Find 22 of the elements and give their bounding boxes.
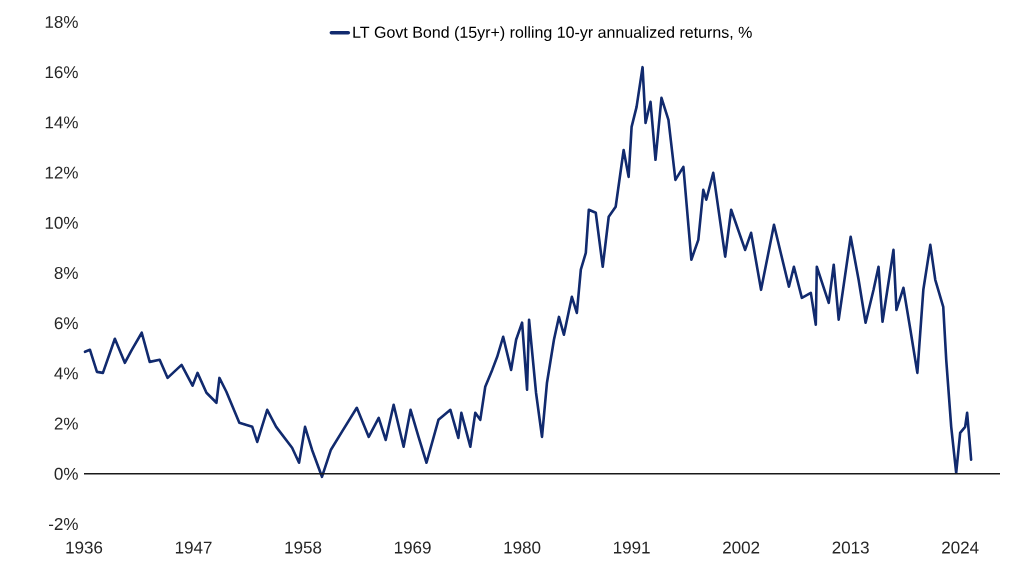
x-tick-label: 2024 [942,541,979,554]
x-tick-label: 1980 [504,541,541,554]
x-tick-label: 1991 [613,541,650,554]
y-tick-label: 16% [45,66,78,79]
y-tick-label: 14% [45,116,78,129]
y-tick-label: 8% [54,266,78,280]
line-series [83,65,973,479]
y-tick-label: -2% [49,518,78,530]
x-tick-label: 2002 [723,541,760,554]
x-tick-label: 1947 [175,541,212,554]
x-tick-label: 1969 [394,541,431,554]
y-tick-label: 18% [45,15,78,29]
y-tick-label: 12% [45,166,78,179]
y-tick-label: 6% [54,317,78,330]
legend-label: LT Govt Bond (15yr+) rolling 10-yr annualized returns, % [353,26,752,42]
y-tick-label: 0% [54,467,78,480]
y-tick-label: 10% [45,216,78,229]
x-tick-label: 1958 [285,541,322,554]
y-tick-label: 2% [54,417,78,430]
x-tick-label: 2013 [832,541,869,554]
y-tick-label: 4% [54,367,78,380]
x-tick-label: 1936 [66,541,103,554]
